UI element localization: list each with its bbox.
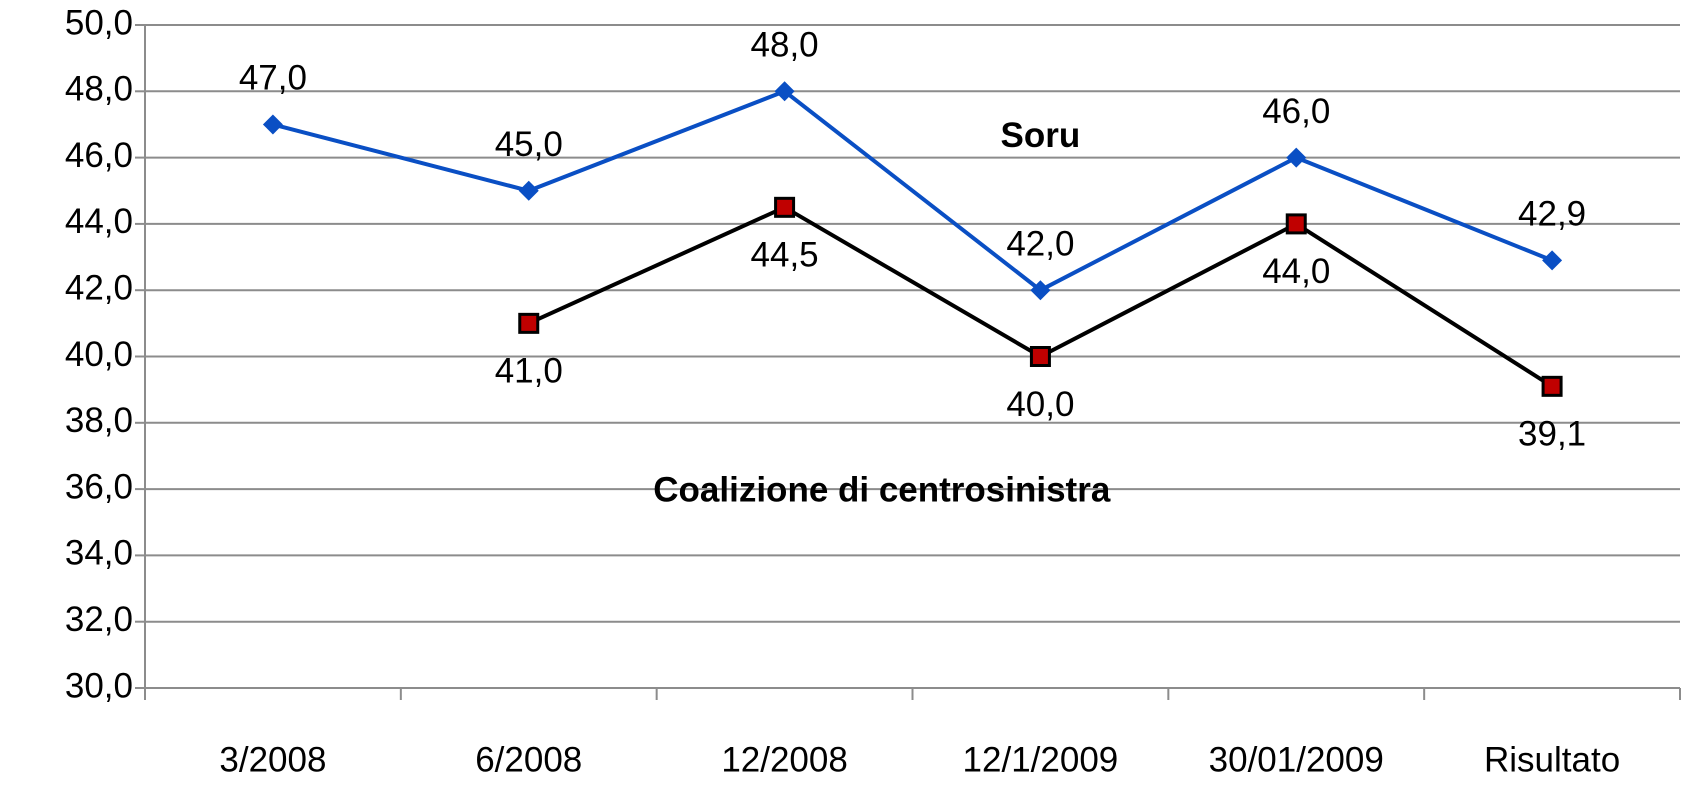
y-tick-label: 32,0 [65, 600, 133, 639]
data-label: 48,0 [751, 26, 819, 65]
marker [1285, 213, 1307, 235]
x-tick-label: 12/2008 [721, 740, 848, 779]
y-tick-label: 46,0 [65, 136, 133, 175]
series-annotation: Coalizione di centrosinistra [653, 471, 1111, 510]
data-label: 44,0 [1262, 252, 1330, 291]
y-tick-label: 50,0 [65, 3, 133, 42]
y-tick-label: 48,0 [65, 70, 133, 109]
y-tick-label: 40,0 [65, 335, 133, 374]
y-tick-label: 38,0 [65, 401, 133, 440]
data-label: 40,0 [1006, 385, 1074, 424]
data-label: 46,0 [1262, 92, 1330, 131]
marker [1029, 346, 1051, 367]
x-tick-label: 12/1/2009 [963, 740, 1119, 779]
y-tick-label: 36,0 [65, 467, 133, 506]
marker [774, 81, 795, 102]
data-label: 44,5 [751, 236, 819, 275]
y-tick-label: 30,0 [65, 666, 133, 705]
data-label: 45,0 [495, 125, 563, 164]
y-tick-label: 44,0 [65, 202, 133, 241]
series-annotation: Soru [1001, 116, 1081, 155]
marker [1542, 250, 1563, 271]
data-label: 39,1 [1518, 415, 1586, 454]
y-tick-label: 34,0 [65, 534, 133, 573]
data-label: 47,0 [239, 59, 307, 98]
marker [1541, 375, 1563, 397]
y-tick-label: 42,0 [65, 268, 133, 307]
data-label: 42,0 [1006, 224, 1074, 263]
x-tick-label: Risultato [1484, 740, 1620, 779]
marker [774, 196, 796, 218]
marker [1030, 280, 1051, 301]
x-tick-label: 30/01/2009 [1209, 740, 1384, 779]
x-tick-label: 3/2008 [219, 740, 326, 779]
series-line [272, 89, 1553, 293]
data-label: 41,0 [495, 352, 563, 391]
marker [518, 180, 539, 201]
marker [518, 312, 540, 334]
marker [262, 114, 283, 135]
data-label: 42,9 [1518, 195, 1586, 234]
x-tick-label: 6/2008 [475, 740, 582, 779]
marker [1286, 147, 1307, 168]
